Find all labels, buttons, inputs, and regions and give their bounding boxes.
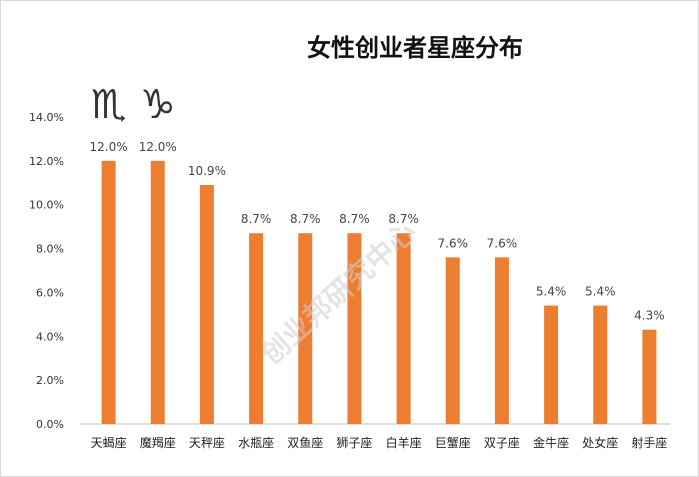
data-labels: 12.0% 12.0% 10.9% 8.7% 8.7% 8.7% 8.7% 7.6% 7.6% 5… [90, 140, 665, 323]
bar [199, 184, 214, 424]
bar [642, 329, 657, 424]
category-label: 水瓶座 [238, 435, 274, 450]
bar-value-label: 8.7% [241, 212, 272, 226]
category-label: 魔羯座 [140, 435, 176, 450]
category-labels: 天蝎座 魔羯座 天秤座 水瓶座 双鱼座 狮子座 白羊座 巨蟹座 双子座 金牛座 处女座 射手座 [91, 435, 668, 450]
category-label: 狮子座 [336, 435, 372, 450]
y-tick-label: 6.0% [36, 286, 64, 299]
bars [101, 160, 657, 424]
y-tick-label: 2.0% [36, 374, 64, 387]
y-tick-label: 12.0% [29, 155, 64, 168]
category-label: 金牛座 [533, 435, 569, 450]
bar [445, 257, 460, 424]
bar [298, 233, 313, 424]
axes: 0.0% 2.0% 4.0% 6.0% 8.0% 10.0% 12.0% 14.0% [29, 111, 670, 431]
category-label: 天秤座 [189, 435, 225, 450]
category-label: 双子座 [484, 435, 520, 450]
bar-value-label: 8.7% [388, 212, 419, 226]
category-label: 天蝎座 [91, 435, 127, 450]
category-label: 巨蟹座 [435, 435, 471, 450]
bar [347, 233, 362, 424]
y-tick-label: 10.0% [29, 199, 64, 212]
bar [249, 233, 264, 424]
bar [494, 257, 509, 424]
y-tick-label: 8.0% [36, 243, 64, 256]
bar-value-label: 4.3% [634, 309, 665, 323]
scorpio-symbol-icon: ♏ [91, 82, 127, 128]
bar-value-label: 8.7% [339, 212, 370, 226]
category-label: 白羊座 [386, 435, 422, 450]
category-label: 射手座 [631, 435, 667, 450]
bar-value-label: 5.4% [585, 285, 616, 299]
bar-value-label: 12.0% [139, 140, 177, 154]
y-tick-label: 0.0% [36, 418, 64, 431]
zodiac-symbols: ♏ ♑ [91, 82, 176, 128]
bar-value-label: 8.7% [290, 212, 321, 226]
bar [101, 160, 116, 424]
bar-value-label: 10.9% [188, 164, 226, 178]
chart-title: 女性创业者星座分布 [307, 34, 523, 62]
bar [150, 160, 165, 424]
bar-value-label: 7.6% [438, 236, 469, 250]
bar [396, 233, 411, 424]
bar-value-label: 7.6% [487, 236, 518, 250]
y-tick-label: 4.0% [36, 330, 64, 343]
bar-value-label: 12.0% [90, 140, 128, 154]
y-tick-label: 14.0% [29, 111, 64, 124]
bar [593, 305, 608, 424]
category-label: 处女座 [582, 435, 618, 450]
capricorn-symbol-icon: ♑ [140, 82, 176, 128]
bar [544, 305, 559, 424]
category-label: 双鱼座 [287, 435, 323, 450]
bar-value-label: 5.4% [536, 285, 567, 299]
